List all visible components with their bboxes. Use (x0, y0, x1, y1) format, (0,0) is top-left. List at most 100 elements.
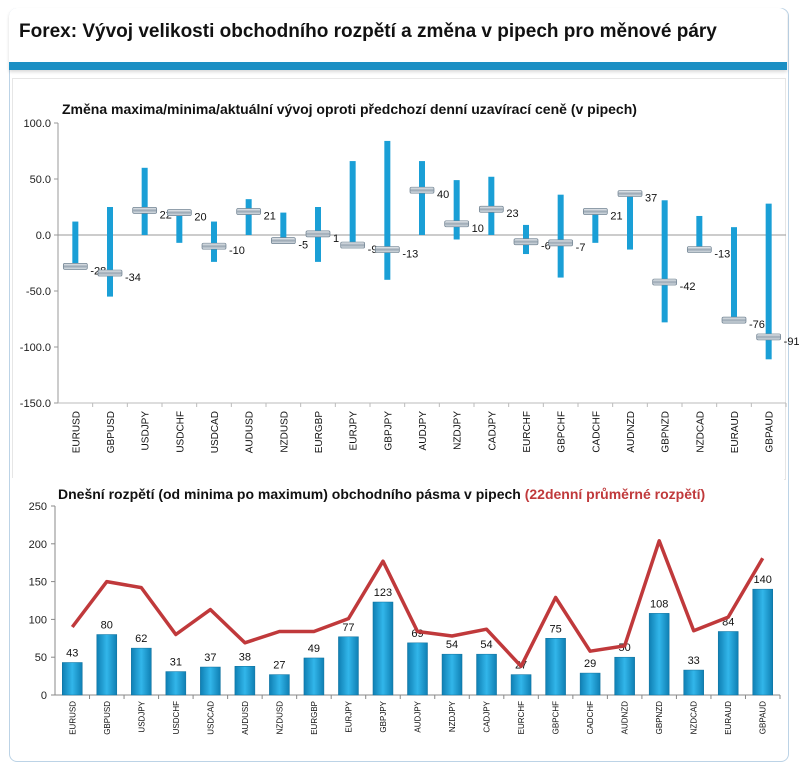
current-marker (270, 237, 296, 244)
data-label: 37 (645, 193, 657, 205)
data-label: -9 (368, 244, 378, 256)
range-bar (407, 642, 428, 696)
range-bar (614, 656, 635, 696)
range-bar (303, 657, 325, 696)
chart2-x-tick-label: CADJPY (483, 700, 492, 732)
current-marker (236, 208, 262, 215)
data-label: 10 (472, 223, 484, 235)
range-bar (372, 601, 394, 696)
current-marker (582, 208, 608, 215)
page-header: Forex: Vývoj velikosti obchodního rozpět… (9, 8, 787, 70)
chart2-title-accent: (22denní průměrné rozpětí) (524, 486, 706, 502)
range-bar (510, 674, 532, 696)
data-label: 33 (688, 655, 700, 667)
current-marker (721, 316, 747, 324)
range-bar (592, 209, 599, 243)
chart1-x-tick-label: NZDJPY (453, 411, 464, 450)
data-label: 54 (446, 639, 458, 651)
current-marker (617, 190, 643, 197)
range-bar (131, 647, 152, 696)
data-label: -6 (541, 241, 551, 253)
chart2-x-tick-label: NZDCAD (690, 701, 699, 735)
chart1-x-tick-label: EURJPY (349, 411, 360, 451)
data-label: 62 (135, 633, 147, 645)
range-bar (141, 167, 148, 235)
current-marker (201, 242, 227, 250)
range-bar (72, 221, 79, 267)
range-bar (234, 666, 256, 696)
chart1-x-tick-label: CADJPY (487, 411, 498, 451)
chart2-x-tick-label: USDJPY (137, 700, 146, 732)
data-label: 54 (480, 639, 492, 651)
range-bar (627, 193, 633, 250)
chart2-x-tick-label: AUDJPY (414, 700, 423, 732)
range-bar (211, 221, 217, 262)
chart1-x-tick-label: AUDUSD (245, 411, 256, 453)
chart2-y-tick-label: 50 (35, 652, 47, 664)
chart2-x-tick-label: NZDJPY (448, 700, 457, 732)
chart2-x-tick-label: GBPUSD (103, 701, 112, 735)
chart2-x-tick-label: EURCHF (517, 701, 526, 734)
chart1-x-tick-label: USDJPY (141, 411, 152, 451)
data-label: -42 (680, 281, 696, 293)
data-label: 77 (342, 622, 354, 634)
data-label: -10 (229, 245, 245, 257)
range-bar (107, 207, 113, 297)
range-bar (165, 671, 187, 696)
data-label: 75 (549, 623, 561, 635)
data-label: 23 (506, 208, 518, 220)
data-label: 49 (308, 643, 320, 655)
chart2-x-tick-label: GBPJPY (379, 700, 388, 732)
chart1-x-tick-label: EURUSD (71, 411, 82, 453)
data-label: 21 (264, 210, 276, 222)
chart2-x-tick-label: EURUSD (68, 701, 77, 735)
chart2-x-tick-label: AUDUSD (241, 701, 250, 735)
range-bar (384, 140, 391, 280)
data-label: 1 (333, 233, 339, 245)
data-label: 123 (374, 587, 392, 599)
chart2-x-tick-label: EURGBP (310, 701, 319, 735)
current-marker (548, 239, 574, 247)
chart2-x-tick-label: AUDNZD (621, 701, 630, 735)
current-marker (374, 246, 400, 253)
range-bar (488, 176, 495, 235)
data-label: -76 (749, 319, 765, 331)
current-marker (686, 246, 712, 253)
data-label: 43 (66, 647, 78, 659)
chart2-title-main: Dnešní rozpětí (od minima po maximum) ob… (58, 486, 521, 502)
range-bar (349, 161, 356, 246)
current-marker (305, 230, 331, 238)
data-label: 40 (437, 189, 449, 201)
chart1-y-tick-label: -150.0 (20, 398, 51, 410)
data-label: 140 (754, 574, 772, 586)
range-bar (176, 210, 183, 243)
current-marker (756, 333, 782, 341)
chart1-x-tick-label: GBPAUD (765, 411, 776, 453)
range-bar (441, 653, 463, 696)
current-marker (513, 238, 539, 246)
chart1-y-tick-label: -50.0 (26, 286, 51, 298)
range-bar (717, 631, 739, 696)
current-marker (478, 205, 504, 213)
data-label: -7 (576, 242, 586, 254)
data-label: 20 (194, 212, 206, 224)
range-bar (696, 215, 703, 251)
chart1-x-tick-label: GBPUSD (106, 411, 117, 453)
chart1-x-tick-label: CADCHF (591, 411, 602, 453)
range-bar (557, 194, 564, 278)
chart1-x-tick-label: EURAUD (730, 411, 741, 453)
current-marker (62, 263, 88, 270)
data-label: 108 (650, 598, 668, 610)
chart2-x-tick-label: CADCHF (586, 701, 595, 734)
current-marker (444, 220, 470, 228)
range-bar (683, 669, 704, 696)
chart1-x-tick-label: GBPJPY (383, 411, 394, 451)
chart1-y-tick-label: 0.0 (36, 230, 51, 242)
range-bar (338, 636, 359, 696)
range-bar (62, 662, 83, 696)
range-bar (200, 666, 221, 696)
chart2-x-tick-label: GBPNZD (655, 701, 664, 735)
range-bar (476, 653, 497, 696)
page-title: Forex: Vývoj velikosti obchodního rozpět… (19, 21, 717, 42)
range-bar (245, 199, 252, 235)
